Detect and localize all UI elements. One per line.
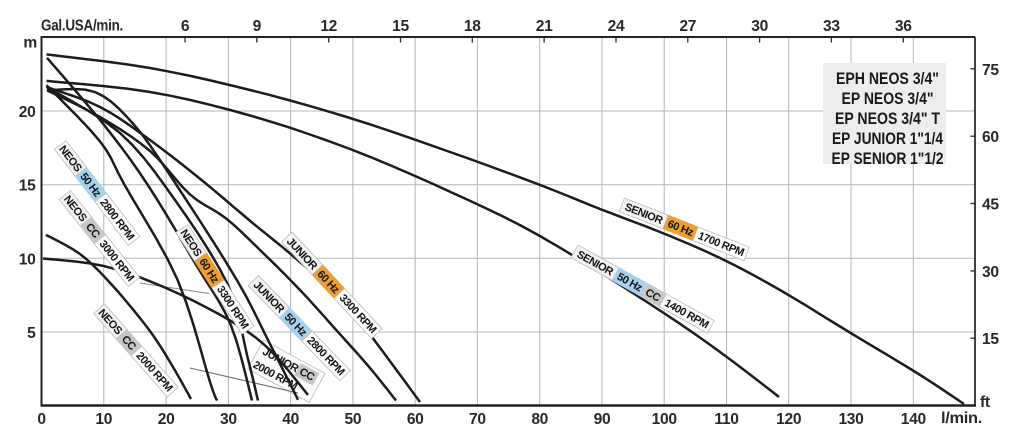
svg-text:18: 18 <box>464 18 481 35</box>
svg-text:75: 75 <box>982 62 999 79</box>
svg-text:20: 20 <box>158 411 175 428</box>
svg-text:140: 140 <box>901 411 927 428</box>
svg-text:0: 0 <box>37 411 46 428</box>
svg-text:45: 45 <box>982 197 999 214</box>
svg-text:80: 80 <box>531 411 548 428</box>
svg-text:90: 90 <box>594 411 611 428</box>
svg-text:12: 12 <box>320 18 337 35</box>
svg-text:100: 100 <box>652 411 678 428</box>
svg-text:6: 6 <box>181 18 190 35</box>
svg-text:30: 30 <box>220 411 237 428</box>
svg-text:10: 10 <box>19 251 36 268</box>
svg-text:Gal.USA/min.: Gal.USA/min. <box>41 18 123 35</box>
svg-text:EPH NEOS 3/4": EPH NEOS 3/4" <box>836 70 939 88</box>
svg-text:50: 50 <box>345 411 362 428</box>
svg-text:15: 15 <box>19 178 36 195</box>
svg-text:20: 20 <box>19 104 36 121</box>
svg-text:27: 27 <box>679 18 696 35</box>
svg-text:EP NEOS 3/4": EP NEOS 3/4" <box>842 90 934 108</box>
svg-text:24: 24 <box>608 18 625 35</box>
svg-text:36: 36 <box>895 18 912 35</box>
svg-text:33: 33 <box>823 18 840 35</box>
svg-text:EP SENIOR 1"1/2: EP SENIOR 1"1/2 <box>832 150 944 168</box>
svg-text:60: 60 <box>982 129 999 146</box>
svg-text:10: 10 <box>95 411 112 428</box>
svg-text:m: m <box>23 35 37 52</box>
svg-text:15: 15 <box>392 18 409 35</box>
svg-text:EP NEOS 3/4" T: EP NEOS 3/4" T <box>835 110 940 128</box>
svg-text:60: 60 <box>407 411 424 428</box>
svg-text:70: 70 <box>469 411 486 428</box>
svg-text:30: 30 <box>751 18 768 35</box>
svg-text:40: 40 <box>282 411 299 428</box>
svg-text:21: 21 <box>536 18 553 35</box>
svg-text:EP JUNIOR 1"1/4: EP JUNIOR 1"1/4 <box>832 130 943 148</box>
svg-text:ft: ft <box>980 394 990 411</box>
svg-text:30: 30 <box>982 264 999 281</box>
svg-text:120: 120 <box>776 411 802 428</box>
svg-text:130: 130 <box>838 411 864 428</box>
svg-text:5: 5 <box>27 325 36 342</box>
svg-text:9: 9 <box>253 18 262 35</box>
svg-text:15: 15 <box>982 331 999 348</box>
svg-text:l/min.: l/min. <box>941 410 982 427</box>
svg-text:110: 110 <box>714 411 739 428</box>
